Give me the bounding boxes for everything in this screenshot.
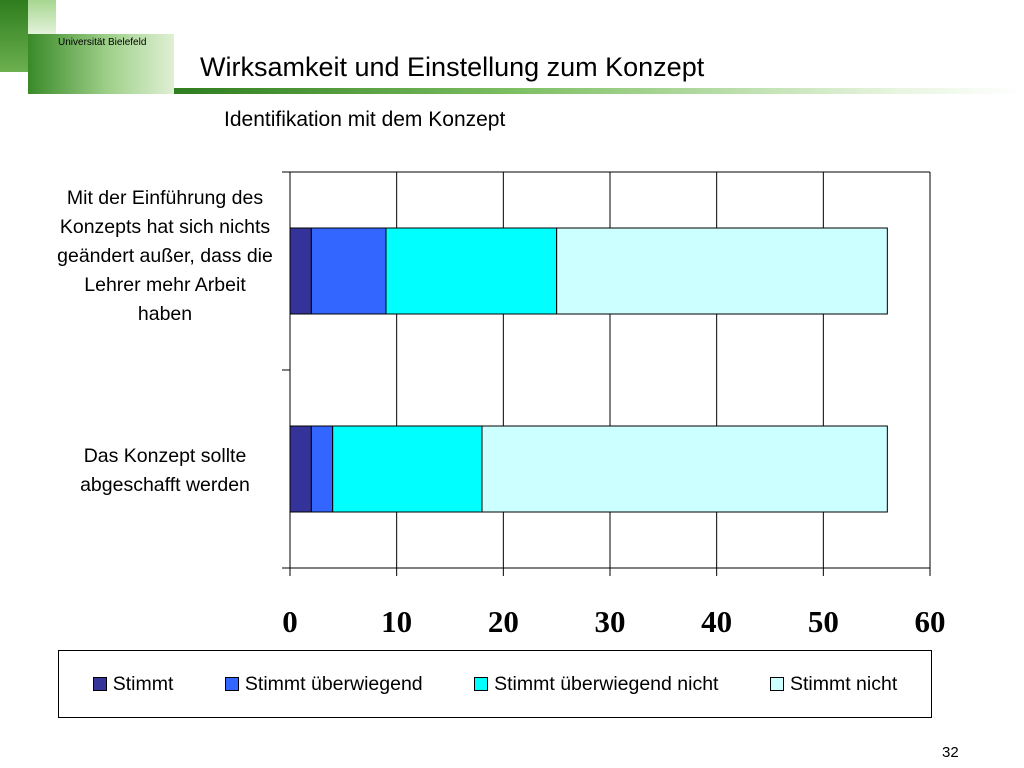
bar-segment xyxy=(310,227,387,315)
legend-swatch xyxy=(92,677,107,691)
legend-label: Stimmt überwiegend nicht xyxy=(494,672,719,695)
legend-item: Stimmt xyxy=(92,672,174,696)
legend-item: Stimmt überwiegend nicht xyxy=(474,673,718,696)
tick-labels: 0 10 20 30 40 50 60 xyxy=(282,604,945,639)
legend-label: Stimmt xyxy=(112,672,174,695)
x-tick-label: 30 xyxy=(595,604,626,639)
x-tick-label: 50 xyxy=(808,604,839,639)
bar-segment xyxy=(310,425,334,513)
bar-segment xyxy=(481,425,888,513)
legend: Stimmt Stimmt überwiegend Stimmt überwie… xyxy=(58,650,932,718)
bar-segment xyxy=(556,227,888,315)
stacked-bar-chart: 0 10 20 30 40 50 60 xyxy=(282,171,946,639)
header-accent-bar xyxy=(0,0,28,72)
legend-item: Stimmt überwiegend xyxy=(224,672,423,696)
page-number: 32 xyxy=(942,744,959,761)
legend-label: Stimmt nicht xyxy=(789,672,898,695)
x-tick-label: 0 xyxy=(282,604,298,639)
legend-label: Stimmt überwiegend xyxy=(244,672,423,695)
university-logo-text: Universität Bielefeld xyxy=(58,37,147,48)
legend-swatch xyxy=(224,677,239,691)
header-logo-block xyxy=(28,34,174,94)
legend-swatch xyxy=(769,677,784,691)
bar-segment xyxy=(289,227,312,315)
x-tick-label: 40 xyxy=(701,604,732,639)
legend-item: Stimmt nicht xyxy=(769,672,898,696)
slide-title: Wirksamkeit und Einstellung zum Konzept xyxy=(200,52,705,82)
header-accent-bar-light xyxy=(28,0,56,34)
chart-title: Identifikation mit dem Konzept xyxy=(224,108,506,131)
category-label: Mit der Einführung des Konzepts hat sich… xyxy=(57,187,273,325)
header-underline xyxy=(174,88,1024,94)
legend-swatch xyxy=(474,677,489,691)
bar-segment xyxy=(332,425,483,513)
axes xyxy=(282,171,931,576)
bars xyxy=(289,227,888,513)
bar-segment xyxy=(289,425,312,513)
x-tick-label: 60 xyxy=(915,604,946,639)
x-tick-label: 20 xyxy=(488,604,519,639)
bar-segment xyxy=(385,227,558,315)
category-label: Das Konzept sollte abgeschafft werden xyxy=(80,445,250,496)
x-tick-label: 10 xyxy=(381,604,412,639)
